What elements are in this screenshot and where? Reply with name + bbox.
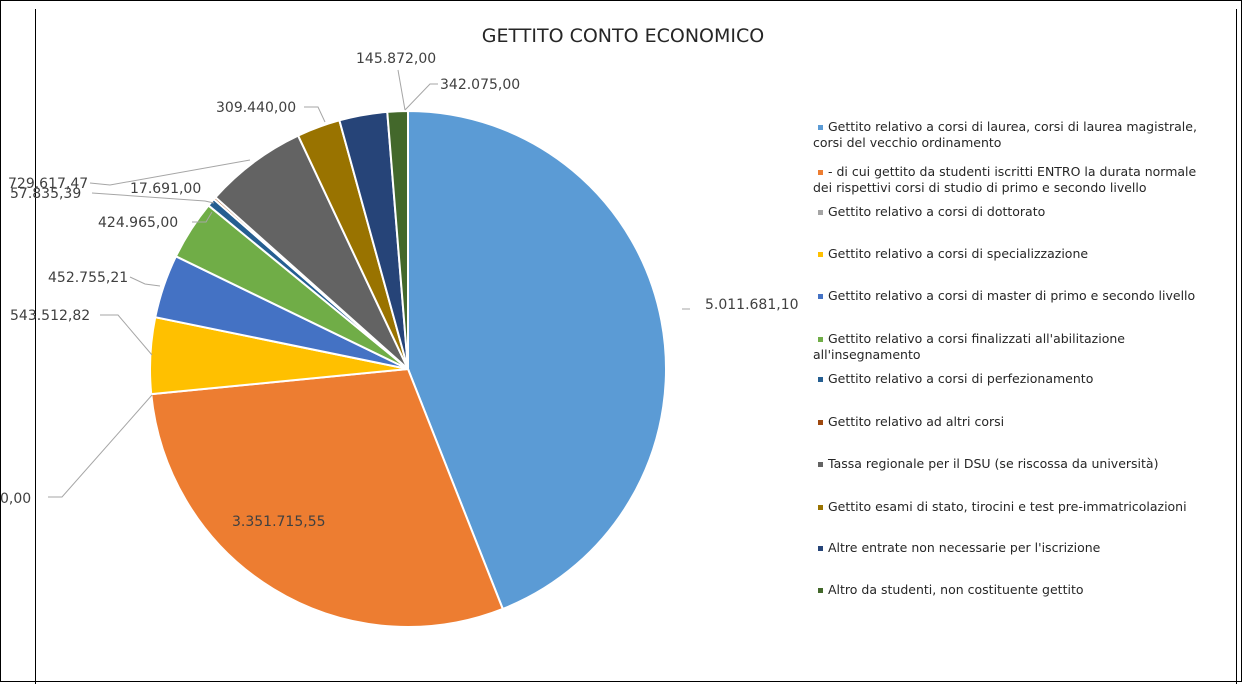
leader-line	[100, 314, 153, 356]
legend-item: Gettito esami di stato, tirocini e test …	[818, 499, 1187, 514]
leader-line	[89, 159, 251, 186]
data-label: 342.075,00	[440, 77, 520, 93]
legend-label: Gettito relativo ad altri corsi	[828, 414, 1004, 429]
data-label: 5.011.681,10	[705, 297, 799, 313]
legend-swatch	[818, 462, 823, 467]
legend-item: Gettito relativo a corsi di master di pr…	[818, 288, 1195, 303]
legend-label: corsi del vecchio ordinamento	[813, 135, 1001, 150]
leader-line	[304, 106, 326, 123]
legend-label: Tassa regionale per il DSU (se riscossa …	[827, 456, 1158, 471]
leader-line	[192, 211, 213, 223]
leader-line	[397, 69, 406, 111]
legend-swatch	[818, 252, 823, 257]
data-label: 424.965,00	[98, 215, 178, 231]
legend-swatch	[818, 210, 823, 215]
chart-title: GETTITO CONTO ECONOMICO	[482, 25, 764, 47]
legend-label: Gettito relativo a corsi di dottorato	[828, 204, 1045, 219]
legend-swatch	[818, 294, 823, 299]
legend-item: - di cui gettito da studenti iscritti EN…	[813, 164, 1197, 195]
legend-label: all'insegnamento	[813, 347, 921, 362]
legend-swatch	[818, 170, 823, 175]
pie-slice	[150, 367, 505, 628]
data-label: 17.691,00	[130, 181, 201, 197]
legend-swatch	[818, 377, 823, 382]
legend-label: Gettito relativo a corsi finalizzati all…	[828, 331, 1125, 346]
data-label: 3.351.715,55	[232, 514, 326, 530]
legend-swatch	[818, 337, 823, 342]
leader-line	[404, 83, 438, 111]
data-label: 0,00	[0, 491, 31, 507]
leader-lines	[48, 69, 690, 498]
data-label: 543.512,82	[10, 308, 90, 324]
chart-area	[35, 9, 1237, 684]
leader-line	[48, 394, 153, 498]
legend: Gettito relativo a corsi di laurea, cors…	[813, 119, 1197, 597]
legend-swatch	[818, 588, 823, 593]
pie-slice	[407, 109, 667, 611]
legend-item: Gettito relativo a corsi di specializzaz…	[818, 246, 1088, 261]
data-label: 57.835,39	[10, 186, 81, 202]
legend-item: Altro da studenti, non costituente getti…	[818, 582, 1084, 597]
legend-item: Gettito relativo ad altri corsi	[818, 414, 1004, 429]
legend-label: Gettito relativo a corsi di master di pr…	[828, 288, 1195, 303]
legend-swatch	[818, 546, 823, 551]
legend-swatch	[818, 125, 823, 130]
legend-item: Gettito relativo a corsi di dottorato	[818, 204, 1045, 219]
legend-item: Altre entrate non necessarie per l'iscri…	[818, 540, 1101, 555]
legend-item: Tassa regionale per il DSU (se riscossa …	[818, 456, 1158, 471]
legend-item: Gettito relativo a corsi di perfezioname…	[818, 371, 1093, 386]
legend-item: Gettito relativo a corsi finalizzati all…	[813, 331, 1125, 362]
legend-swatch	[818, 505, 823, 510]
legend-label: Altre entrate non necessarie per l'iscri…	[828, 540, 1101, 555]
data-labels: 5.011.681,10 3.351.715,55 0,00 543.512,82 45…	[0, 51, 799, 530]
legend-label: Gettito relativo a corsi di laurea, cors…	[828, 119, 1197, 134]
legend-label: Gettito relativo a corsi di perfezioname…	[828, 371, 1093, 386]
legend-label: Gettito relativo a corsi di specializzaz…	[828, 246, 1088, 261]
data-label: 452.755,21	[48, 270, 128, 286]
legend-item: Gettito relativo a corsi di laurea, cors…	[813, 119, 1197, 150]
legend-label: Gettito esami di stato, tirocini e test …	[828, 499, 1187, 514]
data-label: 729.617,47	[8, 176, 88, 192]
data-label: 309.440,00	[216, 100, 296, 116]
leader-line	[91, 192, 215, 204]
legend-label: dei rispettivi corsi di studio di primo …	[813, 180, 1147, 195]
pie-slices	[149, 109, 667, 628]
legend-label: - di cui gettito da studenti iscritti EN…	[828, 164, 1197, 179]
pie-slice	[386, 109, 409, 370]
legend-label: Altro da studenti, non costituente getti…	[828, 582, 1084, 597]
data-label: 145.872,00	[356, 51, 436, 67]
legend-swatch	[818, 420, 823, 425]
leader-line	[129, 276, 161, 287]
